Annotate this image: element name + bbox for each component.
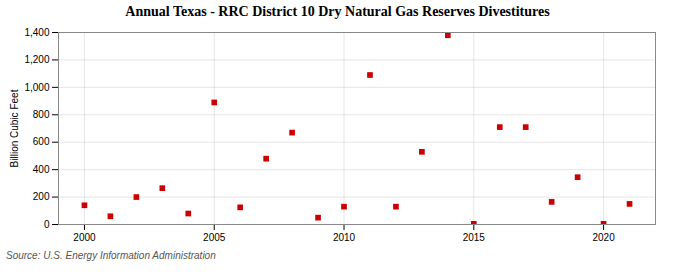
svg-text:600: 600 — [33, 136, 50, 147]
svg-text:0: 0 — [44, 219, 50, 230]
svg-text:Billion Cubic Feet: Billion Cubic Feet — [9, 89, 20, 167]
svg-text:200: 200 — [33, 191, 50, 202]
svg-text:2015: 2015 — [463, 232, 486, 243]
svg-text:2005: 2005 — [203, 232, 226, 243]
svg-text:800: 800 — [33, 109, 50, 120]
html-text:Annual Texas - RRC District 10: Annual Texas - RRC District 10 Dry Natur… — [125, 4, 550, 19]
svg-text:1,200: 1,200 — [24, 54, 49, 65]
html-text:Source: U.S. Energy Informatio: Source: U.S. Energy Information Administ… — [6, 250, 216, 261]
svg-text:1,400: 1,400 — [24, 27, 49, 38]
svg-text:2010: 2010 — [333, 232, 356, 243]
svg-text:1,000: 1,000 — [24, 82, 49, 93]
svg-text:2000: 2000 — [73, 232, 96, 243]
svg-text:2020: 2020 — [592, 232, 615, 243]
svg-text:400: 400 — [33, 164, 50, 175]
